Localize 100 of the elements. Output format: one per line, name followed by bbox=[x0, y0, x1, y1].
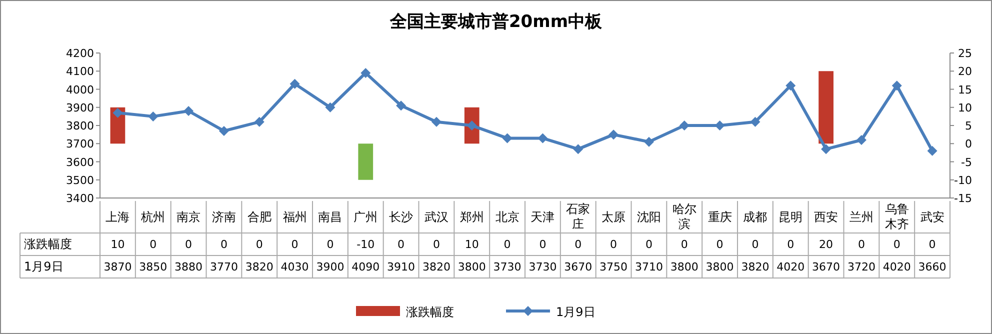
point bbox=[431, 116, 442, 127]
data-label: 0 bbox=[432, 238, 440, 251]
legend-label: 1月9日 bbox=[556, 305, 596, 319]
x-tick-label: 哈尔滨 bbox=[672, 202, 696, 231]
text: 涨跌幅度 bbox=[24, 237, 72, 251]
x-tick-label: 长沙 bbox=[389, 210, 414, 224]
point bbox=[184, 106, 194, 116]
point bbox=[538, 133, 548, 144]
y2-tick-label: 20 bbox=[958, 65, 972, 78]
point bbox=[218, 126, 229, 136]
point bbox=[714, 120, 725, 130]
data-label: 0 bbox=[716, 238, 724, 251]
y-tick-label: 4100 bbox=[66, 65, 94, 78]
data-label: 0 bbox=[574, 238, 582, 251]
bar bbox=[818, 71, 834, 144]
y2-tick-label: 0 bbox=[965, 138, 972, 151]
y2-tick-label: 10 bbox=[958, 101, 972, 114]
point bbox=[821, 144, 832, 154]
x-tick-label: 昆明 bbox=[778, 210, 803, 224]
text: 1月9日 bbox=[24, 260, 64, 274]
data-label: 20 bbox=[819, 238, 834, 251]
x-tick-label: 郑州 bbox=[460, 210, 484, 224]
x-tick-label: 武汉 bbox=[424, 210, 448, 224]
x-tick-label: 石家庄 bbox=[566, 202, 590, 231]
point bbox=[856, 135, 866, 145]
data-label: 3720 bbox=[847, 260, 876, 274]
point bbox=[254, 116, 264, 127]
data-label: 3660 bbox=[918, 260, 946, 274]
data-label: 0 bbox=[291, 238, 298, 251]
data-label: 3880 bbox=[174, 260, 203, 274]
x-tick-label: 济南 bbox=[212, 210, 236, 224]
x-tick-label: 广州 bbox=[354, 210, 378, 224]
data-label: 3670 bbox=[812, 260, 840, 274]
data-label: 0 bbox=[787, 238, 794, 251]
y2-tick-label: -10 bbox=[954, 174, 972, 187]
x-tick-label: 西安 bbox=[814, 210, 838, 224]
data-label: 3850 bbox=[139, 260, 168, 274]
x-tick-label: 南昌 bbox=[318, 210, 342, 224]
data-label: 0 bbox=[504, 238, 511, 251]
y-tick-label: 3900 bbox=[66, 101, 94, 114]
point bbox=[325, 102, 336, 112]
data-label: 0 bbox=[220, 238, 228, 251]
data-label: 3900 bbox=[316, 260, 344, 274]
data-label: 4020 bbox=[776, 260, 805, 274]
point bbox=[679, 120, 690, 130]
point bbox=[786, 80, 796, 91]
x-tick-label: 成都 bbox=[743, 210, 768, 224]
y2-tick-label: 5 bbox=[965, 120, 972, 132]
point bbox=[750, 116, 760, 127]
point bbox=[396, 100, 406, 111]
x-tick-label: 北京 bbox=[495, 210, 520, 224]
x-tick-label: 兰州 bbox=[849, 210, 874, 224]
x-tick-label: 南京 bbox=[176, 210, 201, 224]
x-tick-label: 杭州 bbox=[140, 210, 166, 224]
data-label: 0 bbox=[680, 238, 688, 251]
y2-tick-label: 15 bbox=[958, 83, 972, 96]
point bbox=[290, 78, 300, 89]
data-label: 0 bbox=[185, 238, 192, 251]
data-label: 0 bbox=[645, 238, 652, 251]
x-tick-label: 上海 bbox=[106, 210, 130, 224]
point bbox=[608, 130, 619, 140]
y-tick-label: 3400 bbox=[66, 192, 94, 205]
data-label: 3730 bbox=[493, 260, 522, 274]
data-label: 0 bbox=[150, 238, 157, 251]
x-tick-label: 沈阳 bbox=[636, 210, 661, 224]
data-label: 3730 bbox=[528, 260, 557, 274]
y-tick-label: 3600 bbox=[66, 156, 94, 169]
x-tick-label: 太原 bbox=[602, 210, 626, 224]
point bbox=[148, 111, 158, 122]
data-label: 3820 bbox=[741, 260, 770, 274]
data-label: 4090 bbox=[352, 260, 380, 274]
point bbox=[892, 80, 902, 91]
data-label: 0 bbox=[398, 238, 405, 251]
y-tick-label: 4200 bbox=[66, 47, 94, 60]
bar bbox=[358, 144, 374, 180]
point bbox=[573, 144, 584, 154]
data-label: -10 bbox=[356, 238, 375, 251]
data-label: 4020 bbox=[882, 260, 911, 274]
y-tick-label: 3500 bbox=[66, 174, 94, 187]
data-label: 3820 bbox=[245, 260, 274, 274]
point bbox=[927, 146, 938, 156]
x-tick-label: 天津 bbox=[530, 210, 555, 224]
x-tick-label: 重庆 bbox=[708, 210, 732, 224]
y2-tick-label: -15 bbox=[954, 192, 972, 205]
point bbox=[112, 108, 123, 118]
data-label: 10 bbox=[110, 238, 125, 251]
x-tick-label: 乌鲁木齐 bbox=[884, 202, 909, 231]
data-label: 3670 bbox=[564, 260, 592, 274]
y2-tick-label: 25 bbox=[958, 47, 972, 60]
y-tick-label: 3700 bbox=[66, 138, 94, 151]
y-tick-label: 3800 bbox=[66, 120, 94, 132]
data-label: 0 bbox=[256, 238, 263, 251]
point bbox=[360, 68, 371, 78]
data-label: 0 bbox=[539, 238, 546, 251]
x-tick-label: 福州 bbox=[282, 210, 307, 224]
point bbox=[644, 136, 654, 147]
data-label: 0 bbox=[752, 238, 759, 251]
data-label: 3750 bbox=[600, 260, 628, 274]
legend-label: 涨跌幅度 bbox=[406, 305, 454, 319]
data-label: 3910 bbox=[387, 260, 416, 274]
